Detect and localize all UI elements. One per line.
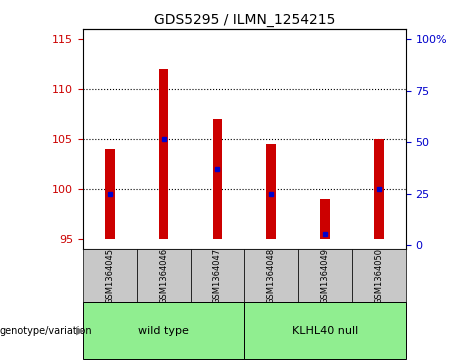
Bar bbox=[298, 249, 352, 302]
Bar bbox=[137, 249, 190, 302]
Bar bbox=[352, 249, 406, 302]
Bar bbox=[320, 199, 330, 239]
Text: GSM1364046: GSM1364046 bbox=[159, 248, 168, 304]
Text: genotype/variation: genotype/variation bbox=[0, 326, 93, 336]
Text: GSM1364048: GSM1364048 bbox=[267, 248, 276, 304]
Bar bbox=[159, 69, 169, 239]
Text: GSM1364047: GSM1364047 bbox=[213, 248, 222, 304]
Text: wild type: wild type bbox=[138, 326, 189, 336]
Bar bbox=[105, 149, 115, 239]
Text: KLHL40 null: KLHL40 null bbox=[292, 326, 358, 336]
Text: ▶: ▶ bbox=[76, 326, 84, 336]
Bar bbox=[266, 144, 276, 239]
Title: GDS5295 / ILMN_1254215: GDS5295 / ILMN_1254215 bbox=[154, 13, 335, 26]
Bar bbox=[83, 249, 137, 302]
Text: GSM1364049: GSM1364049 bbox=[320, 248, 330, 304]
Bar bbox=[83, 302, 244, 359]
Text: GSM1364050: GSM1364050 bbox=[374, 248, 383, 304]
Bar bbox=[244, 249, 298, 302]
Bar bbox=[374, 139, 384, 239]
Text: GSM1364045: GSM1364045 bbox=[106, 248, 114, 304]
Bar bbox=[213, 119, 222, 239]
Bar bbox=[244, 302, 406, 359]
Bar bbox=[190, 249, 244, 302]
